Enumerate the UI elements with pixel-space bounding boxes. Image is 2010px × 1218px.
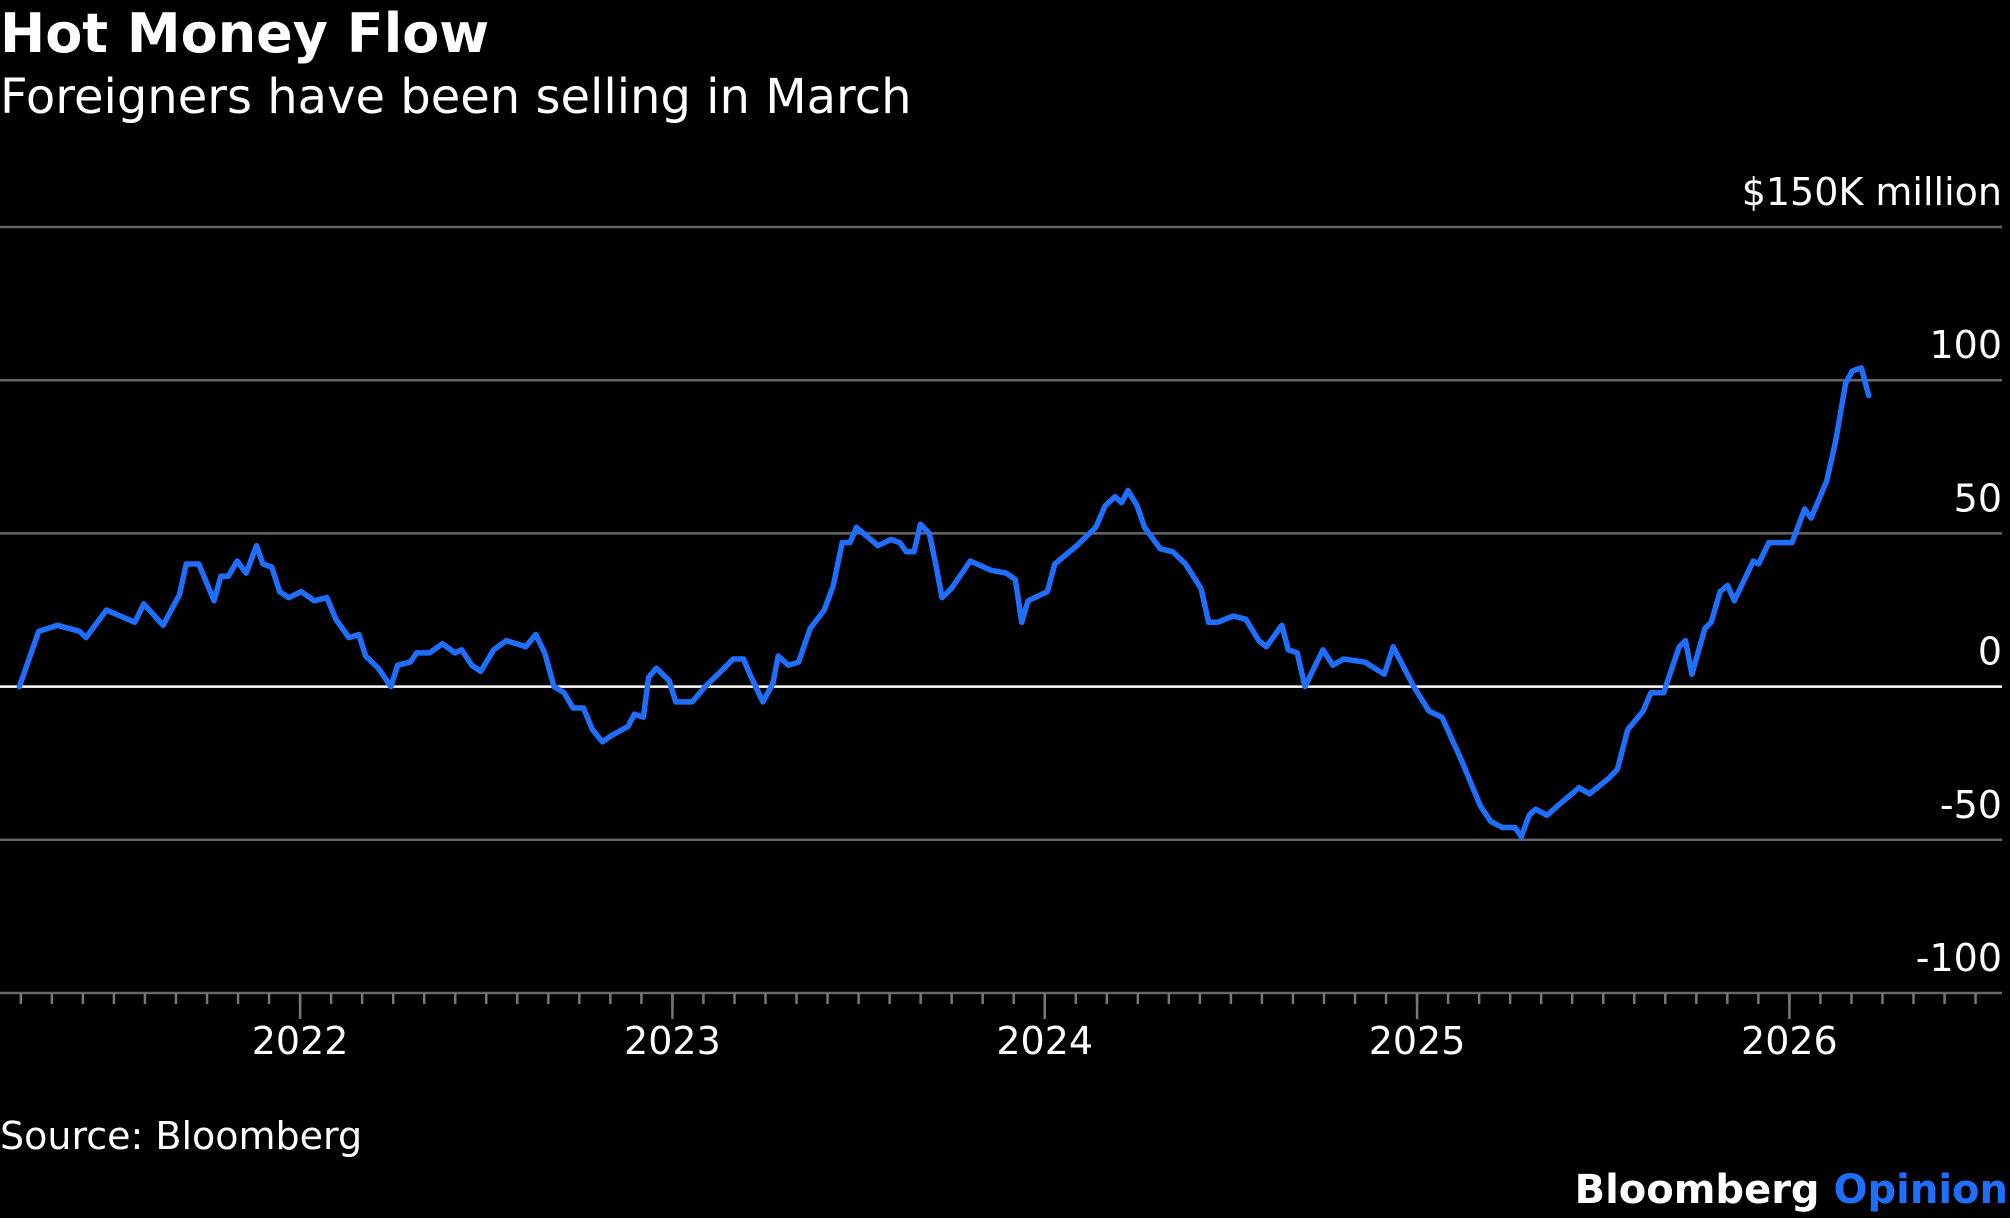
x-tick-label: 2023	[624, 1019, 721, 1063]
x-tick-label: 2026	[1741, 1019, 1838, 1063]
y-tick-label: -100	[1916, 936, 2002, 980]
chart-subtitle: Foreigners have been selling in March	[0, 69, 912, 125]
brand: Bloomberg Opinion	[1575, 1167, 2008, 1213]
y-tick-label: $150K million	[1742, 170, 2002, 214]
brand-product: Opinion	[1834, 1167, 2009, 1213]
y-tick-label: 100	[1929, 323, 2002, 367]
series-line	[16, 365, 1872, 840]
y-tick-label: -50	[1940, 783, 2002, 827]
y-tick-label: 50	[1954, 476, 2002, 520]
x-tick-label: 2025	[1369, 1019, 1466, 1063]
x-tick-label: 2022	[252, 1019, 349, 1063]
x-tick-label: 2024	[996, 1019, 1093, 1063]
source: Source: Bloomberg	[0, 1114, 362, 1158]
y-tick-label: 0	[1978, 630, 2002, 674]
chart-title: Hot Money Flow	[0, 2, 489, 65]
brand-name: Bloomberg	[1575, 1167, 1820, 1213]
